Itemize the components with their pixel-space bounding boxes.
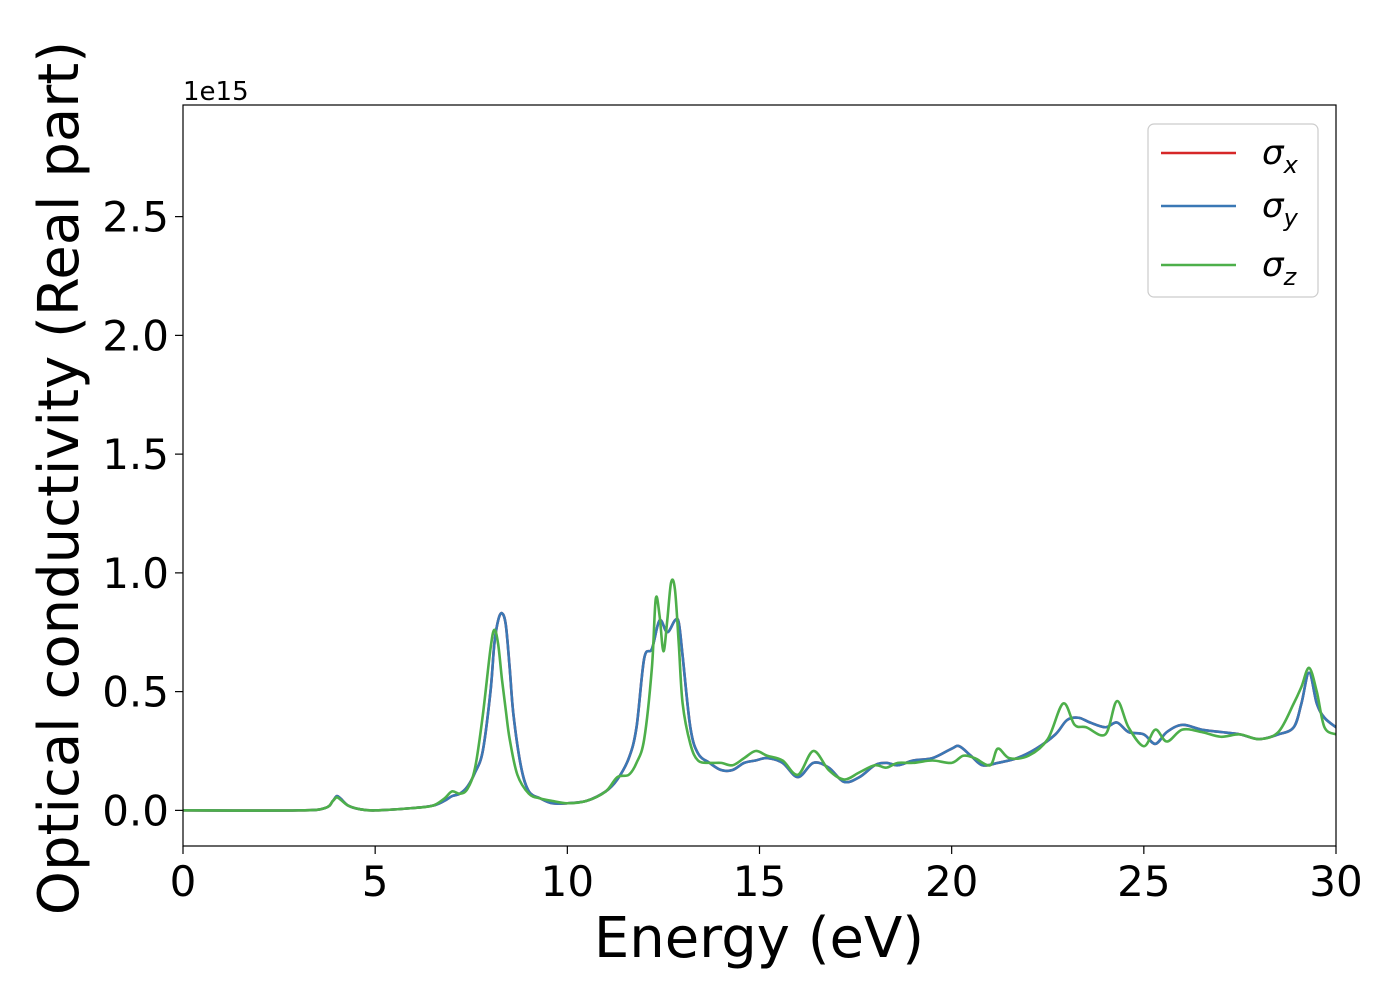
y-tick-label: 1.0 <box>102 549 169 598</box>
legend-label-symbol: σ <box>1262 245 1285 285</box>
legend-label-subscript: y <box>1283 204 1299 232</box>
x-tick-label: 5 <box>362 857 389 906</box>
legend-label-z: σz <box>1262 245 1298 291</box>
y-tick-label: 0.0 <box>102 786 169 835</box>
legend-label-subscript: z <box>1283 263 1298 291</box>
x-tick-label: 20 <box>925 857 978 906</box>
y-tick-label: 2.5 <box>102 193 169 242</box>
x-tick-label: 0 <box>170 857 197 906</box>
x-axis: 0 5 10 15 20 25 30 <box>170 846 1363 906</box>
y-tick-label: 0.5 <box>102 668 169 717</box>
y-offset-label: 1e15 <box>183 77 249 107</box>
x-axis-title: Energy (eV) <box>594 906 924 971</box>
series-line-z <box>183 578 1336 812</box>
y-tick-label: 1.5 <box>102 430 169 479</box>
legend-label-x: σx <box>1262 133 1299 179</box>
y-axis: 0.0 0.5 1.0 1.5 2.0 2.5 <box>102 193 183 835</box>
legend-label-subscript: x <box>1283 151 1299 179</box>
legend-label-y: σy <box>1262 186 1299 232</box>
y-tick-label: 2.0 <box>102 311 169 360</box>
x-tick-label: 15 <box>733 857 786 906</box>
series-layer <box>183 578 1336 812</box>
y-axis-title: Optical conductivity (Real part) <box>27 41 92 915</box>
x-tick-label: 30 <box>1309 857 1362 906</box>
legend-label-symbol: σ <box>1262 133 1285 173</box>
x-tick-label: 10 <box>541 857 594 906</box>
x-tick-label: 25 <box>1117 857 1170 906</box>
legend-label-symbol: σ <box>1262 186 1285 226</box>
legend-box <box>1147 123 1319 298</box>
